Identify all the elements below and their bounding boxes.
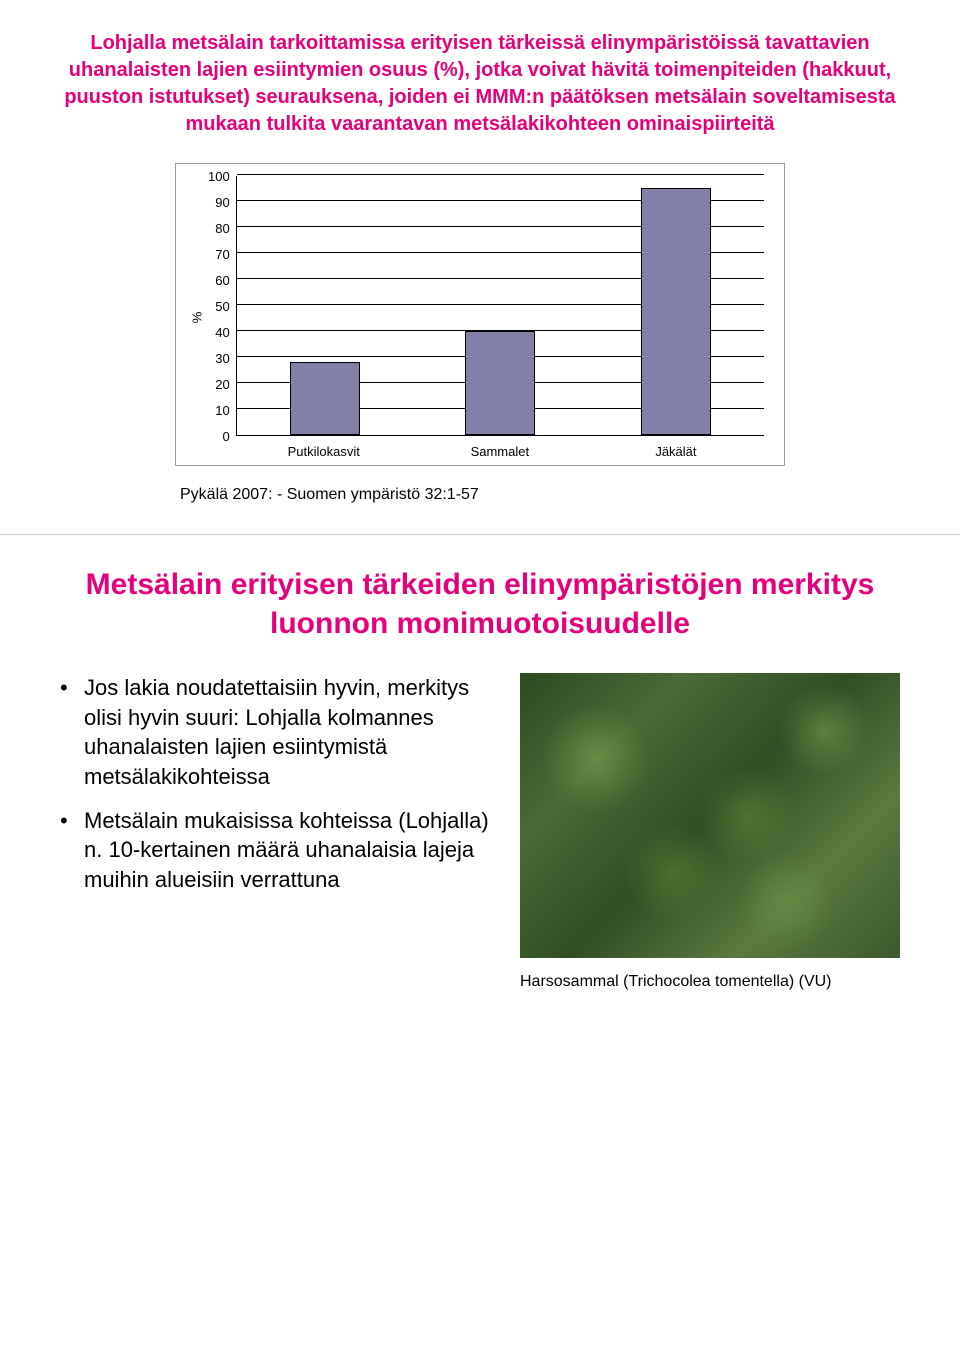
bullet-list: Jos lakia noudatettaisiin hyvin, merkity… [60,673,490,909]
y-axis-ticks: 1009080706050403020100 [208,176,236,436]
list-item: Jos lakia noudatettaisiin hyvin, merkity… [60,673,490,792]
bar [641,188,711,435]
bar-chart: % 1009080706050403020100 Putkilokasvit Sa… [175,163,785,466]
plot-area [236,176,764,436]
image-caption: Harsosammal (Trichocolea tomentella) (VU… [520,972,900,993]
page-title-top: Lohjalla metsälain tarkoittamissa erityi… [60,30,900,138]
bar [465,331,535,435]
x-tick: Putkilokasvit [254,444,394,459]
grid-line [237,174,764,175]
slide-divider [0,534,960,535]
moss-photo [520,673,900,958]
list-item: Metsälain mukaisissa kohteissa (Lohjalla… [60,806,490,895]
bar [290,362,360,435]
chart-caption: Pykälä 2007: - Suomen ympäristö 32:1-57 [180,486,900,504]
x-tick: Jäkälät [606,444,746,459]
y-axis-label: % [186,176,208,459]
x-tick: Sammalet [430,444,570,459]
x-axis-ticks: Putkilokasvit Sammalet Jäkälät [236,436,764,459]
page-title-bottom: Metsälain erityisen tärkeiden elinympäri… [60,565,900,643]
